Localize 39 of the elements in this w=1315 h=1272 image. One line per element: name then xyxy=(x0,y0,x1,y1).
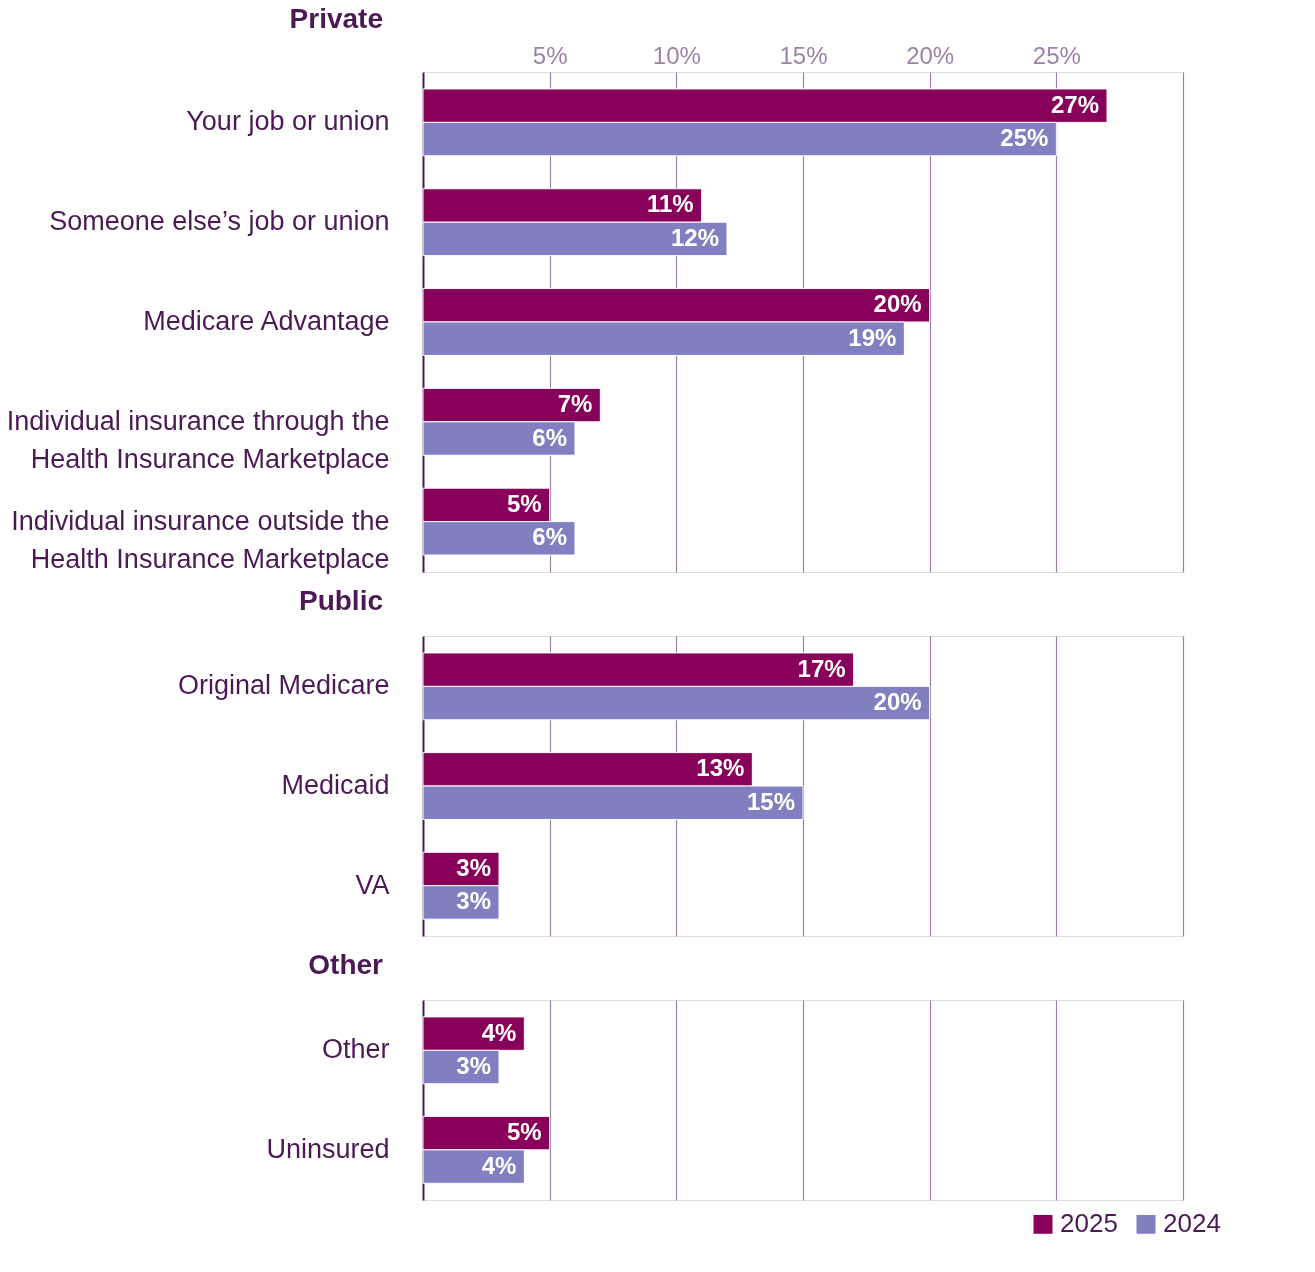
y-tick-label: Your job or union xyxy=(186,106,390,137)
data-label: 7% xyxy=(557,390,593,418)
legend-label: 2025 xyxy=(1060,1208,1118,1239)
data-label: 15% xyxy=(746,787,795,815)
data-label: 20% xyxy=(873,290,922,318)
y-tick-label: Other xyxy=(321,1034,390,1065)
data-label: 3% xyxy=(456,854,491,881)
data-label: 19% xyxy=(848,323,897,351)
data-label: 20% xyxy=(873,688,922,716)
data-label: 27% xyxy=(1050,90,1099,118)
data-label: 5% xyxy=(506,1118,542,1146)
data-label: 3% xyxy=(456,1052,491,1080)
x-tick-label: 20% xyxy=(906,41,955,69)
y-tick-label: Medicare Advantage xyxy=(143,306,390,336)
data-label: 4% xyxy=(481,1151,517,1179)
y-tick-label: Individual insurance through the Health Insurance Marketplace xyxy=(6,405,390,474)
y-tick-label: Uninsured xyxy=(266,1133,390,1164)
data-label: 17% xyxy=(797,654,846,682)
x-tick-label: 25% xyxy=(1032,41,1081,69)
y-tick-label: Individual insurance outside the Health Insurance Marketplace xyxy=(11,505,390,574)
y-tick-label: VA xyxy=(355,869,390,900)
data-label: 12% xyxy=(670,223,719,251)
data-label: 6% xyxy=(532,423,567,451)
data-label: 3% xyxy=(456,887,491,915)
y-tick-label: Someone else’s job or union xyxy=(49,206,390,237)
legend-label: 2024 xyxy=(1163,1208,1221,1239)
chart-title: Public xyxy=(298,585,383,616)
data-label: 4% xyxy=(481,1018,517,1046)
chart-title: Private xyxy=(289,3,383,34)
data-label: 25% xyxy=(1000,124,1049,152)
x-tick-label: 15% xyxy=(779,41,828,69)
data-label: 11% xyxy=(646,190,694,218)
x-tick-label: 10% xyxy=(652,41,701,69)
x-tick-label: 5% xyxy=(532,41,568,69)
data-label: 6% xyxy=(532,523,567,551)
y-tick-label: Medicaid xyxy=(281,770,390,800)
data-label: 13% xyxy=(696,754,745,782)
y-tick-label: Original Medicare xyxy=(177,670,390,701)
data-label: 5% xyxy=(506,489,542,517)
